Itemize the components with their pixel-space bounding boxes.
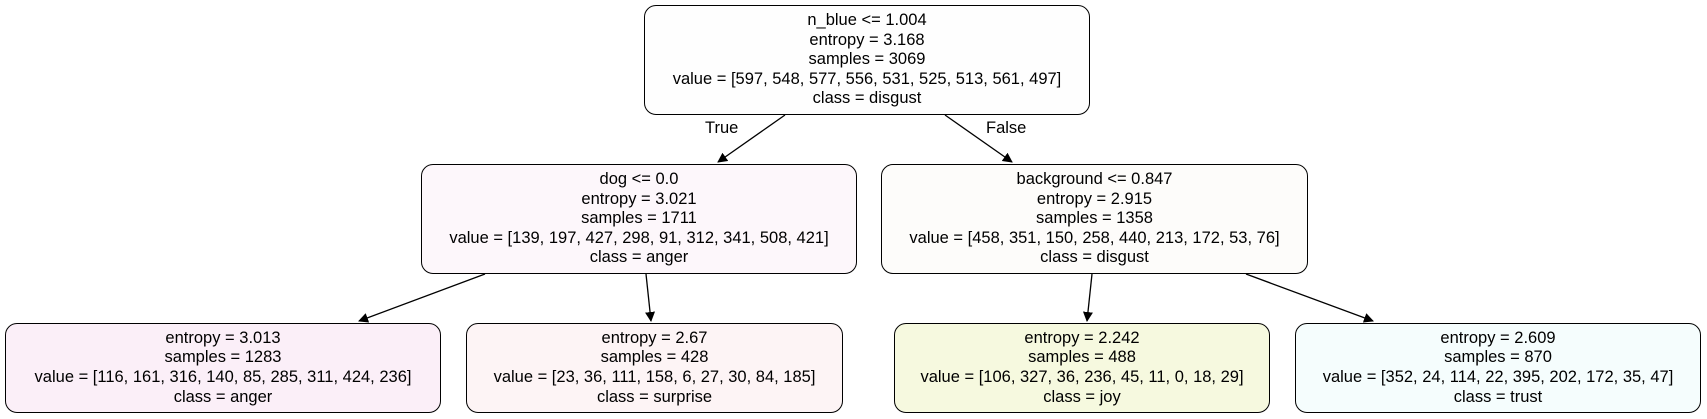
node-entropy: entropy = 2.609 [1440,328,1556,347]
node-entropy: entropy = 2.67 [601,328,708,347]
node-value: value = [106, 327, 36, 236, 45, 11, 0, 1… [920,368,1244,386]
edge-label-true: True [705,119,739,137]
node-samples: samples = 1711 [581,209,697,228]
node-value: value = [458, 351, 150, 258, 440, 213, 1… [909,228,1280,247]
tree-leaf-left-left: entropy = 3.013 samples = 1283 value = [… [5,323,441,413]
node-split: n_blue <= 1.004 [807,11,927,30]
tree-node-left: dog <= 0.0 entropy = 3.021 samples = 171… [421,164,857,274]
node-split: background <= 0.847 [1016,170,1173,189]
edge-root-left [717,114,786,163]
node-class: class = trust [1453,387,1543,406]
node-entropy: entropy = 3.168 [809,30,925,49]
node-samples: samples = 488 [1028,348,1136,367]
node-samples: samples = 3069 [808,50,926,69]
node-class: class = disgust [1040,248,1149,267]
node-class: class = joy [1043,387,1121,406]
edge-right-rightleft [1082,273,1093,322]
node-samples: samples = 1283 [164,348,282,367]
node-value: value = [23, 36, 111, 158, 6, 27, 30, 84… [493,368,816,386]
tree-leaf-right-right: entropy = 2.609 samples = 870 value = [3… [1295,323,1701,413]
edge-root-right [944,114,1013,163]
node-samples: samples = 428 [600,348,709,367]
edge-label-false: False [986,119,1027,137]
edge-right-rightright [1245,273,1374,323]
node-class: class = anger [173,387,273,406]
node-class: class = disgust [812,89,922,108]
tree-leaf-right-left: entropy = 2.242 samples = 488 value = [1… [894,323,1270,413]
node-class: class = surprise [596,387,713,406]
node-entropy: entropy = 3.013 [165,328,281,347]
node-value: value = [139, 197, 427, 298, 91, 312, 34… [449,228,829,247]
node-class: class = anger [589,248,689,267]
node-entropy: entropy = 2.242 [1024,328,1140,347]
node-value: value = [597, 548, 577, 556, 531, 525, 5… [672,69,1062,88]
node-samples: samples = 870 [1444,348,1552,367]
tree-leaf-left-right: entropy = 2.67 samples = 428 value = [23… [466,323,843,413]
node-value: value = [116, 161, 316, 140, 85, 285, 31… [34,368,412,386]
node-entropy: entropy = 2.915 [1036,189,1153,208]
tree-node-right: background <= 0.847 entropy = 2.915 samp… [881,164,1308,274]
node-split: dog <= 0.0 [599,170,679,189]
tree-node-root: n_blue <= 1.004 entropy = 3.168 samples … [644,5,1090,115]
node-samples: samples = 1358 [1036,209,1153,228]
node-value: value = [352, 24, 114, 22, 395, 202, 172… [1322,368,1674,386]
edge-left-leftright [645,273,656,322]
edge-left-leftleft [358,273,486,323]
node-entropy: entropy = 3.021 [581,189,697,208]
